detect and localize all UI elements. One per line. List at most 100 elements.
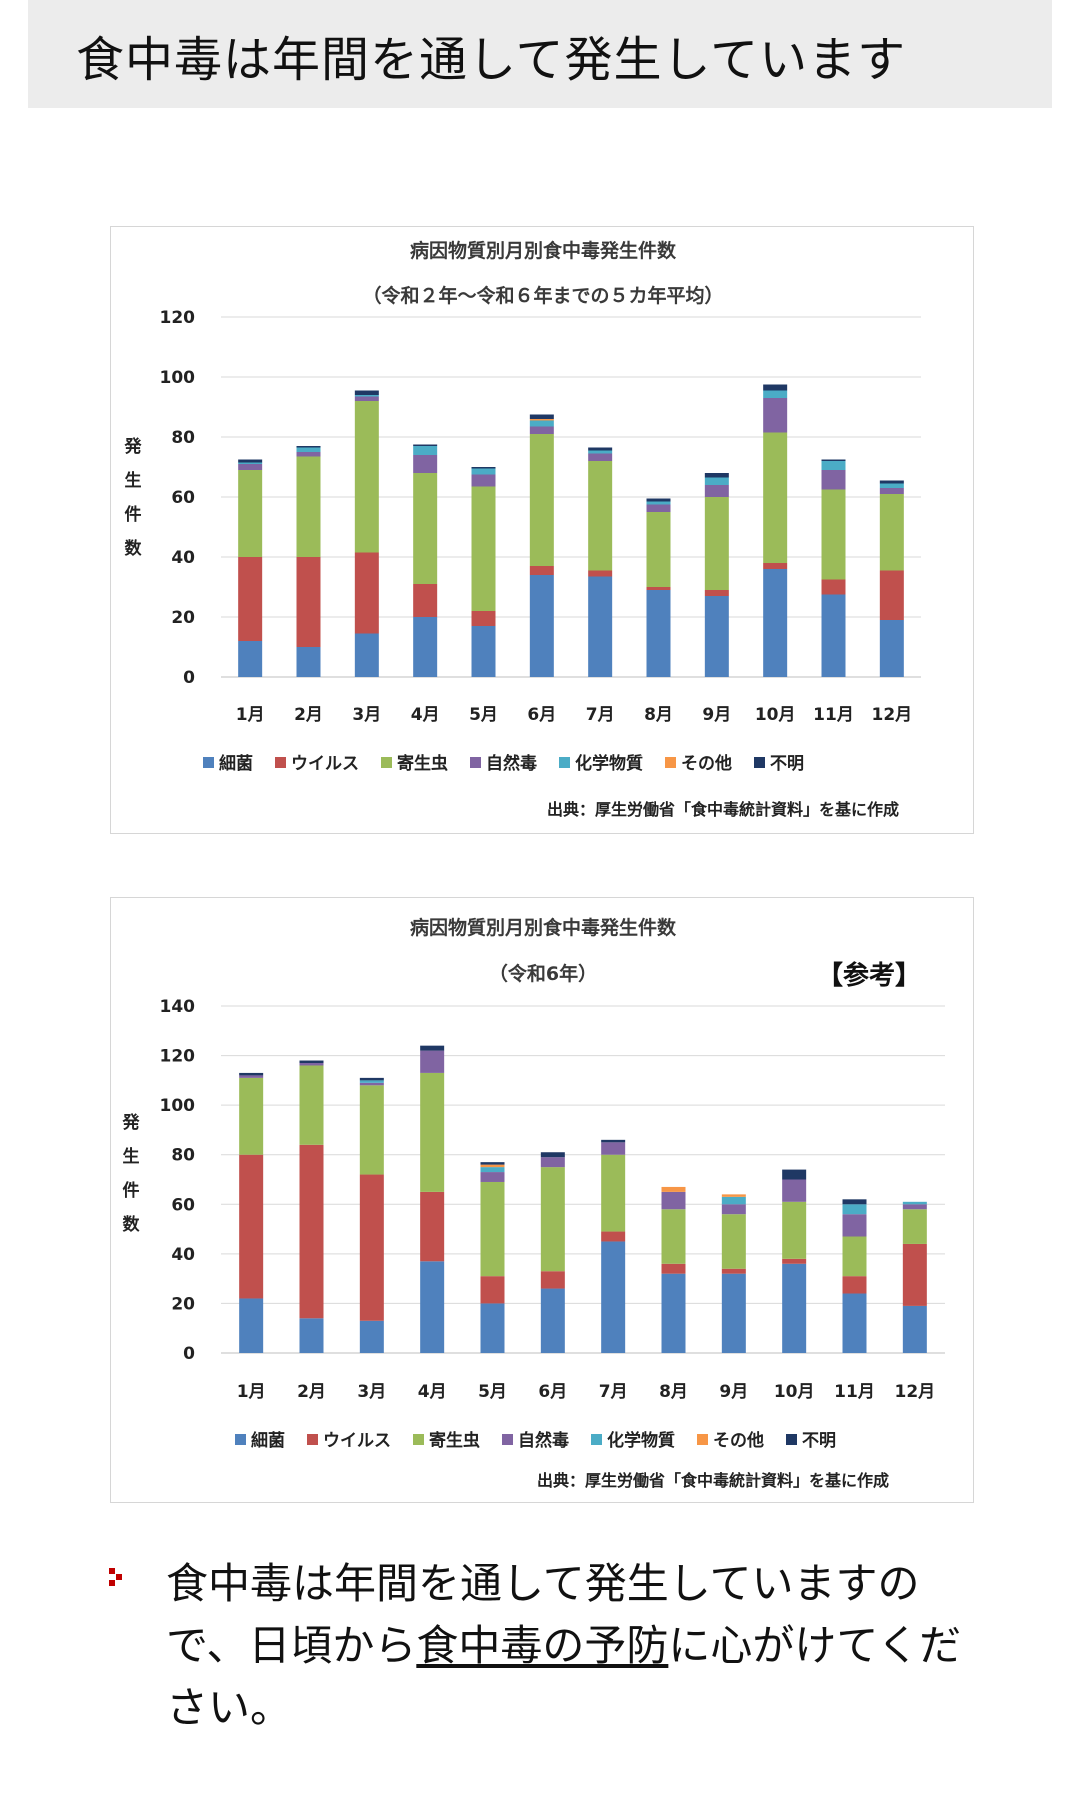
- note-text-after: に心がけてください。: [166, 1621, 962, 1732]
- chart-five-year-average: 病因物質別月別食中毒発生件数 （令和２年～令和６年までの５カ年平均） 発生件数 0 20…: [110, 226, 974, 834]
- y-tick-label: 60: [171, 488, 195, 508]
- bar-segment: [588, 453, 613, 461]
- x-tick-label: 2月: [294, 705, 323, 725]
- bar-segment: [359, 1082, 384, 1086]
- bar-segment: [354, 401, 379, 553]
- prevention-link[interactable]: 食中毒の予防: [416, 1621, 669, 1670]
- bar-segment: [529, 420, 554, 427]
- bar-segment: [239, 1154, 264, 1299]
- legend-swatch: [786, 1434, 797, 1445]
- chart-reiwa6-svg: 病因物質別月別食中毒発生件数 （令和6年） 【参考】発生件数 0 20 40 60 80 100…: [122, 916, 945, 1490]
- bar-segment: [299, 1065, 324, 1145]
- bar-segment: [420, 1050, 445, 1073]
- legend-label: 自然毒: [486, 753, 537, 774]
- x-tick-label: 10月: [774, 1382, 815, 1402]
- bar-segment: [296, 447, 321, 452]
- bar-segment: [413, 617, 438, 677]
- x-tick-label: 9月: [702, 705, 731, 725]
- bar-segment: [601, 1142, 626, 1155]
- legend-label: 細菌: [219, 753, 253, 774]
- bar-segment: [238, 462, 263, 464]
- chart-title: 病因物質別月別食中毒発生件数: [410, 239, 677, 262]
- legend-label: 自然毒: [518, 1430, 569, 1451]
- bar-segment: [601, 1139, 626, 1143]
- legend-swatch: [275, 757, 286, 768]
- bar-segment: [661, 1209, 686, 1264]
- x-tick-label: 8月: [659, 1382, 688, 1402]
- x-tick-label: 2月: [297, 1382, 326, 1402]
- bar-segment: [540, 1167, 565, 1272]
- y-axis-label-char: 数: [123, 1214, 141, 1235]
- bar-segment: [661, 1186, 686, 1192]
- bar-segment: [354, 633, 379, 677]
- bar-segment: [782, 1263, 807, 1353]
- y-axis-label-char: 件: [125, 504, 142, 525]
- bar-segment: [721, 1196, 746, 1205]
- bar-segment: [471, 611, 496, 626]
- legend-label: 化学物質: [575, 753, 643, 774]
- legend-swatch: [559, 757, 570, 768]
- x-tick-label: 12月: [871, 705, 912, 725]
- bar-segment: [588, 570, 613, 577]
- bar-segment: [354, 395, 379, 397]
- bar-segment: [704, 473, 729, 478]
- x-tick-label: 8月: [644, 705, 673, 725]
- source-note: 出典：厚生労働省「食中毒統計資料」を基に作成: [537, 1471, 889, 1490]
- bar-segment: [782, 1258, 807, 1264]
- y-tick-label: 120: [160, 1047, 196, 1067]
- reference-badge: 【参考】: [817, 960, 921, 991]
- legend-swatch: [591, 1434, 602, 1445]
- legend-swatch: [413, 1434, 424, 1445]
- bar-segment: [529, 419, 554, 421]
- bar-segment: [763, 432, 788, 563]
- bar-segment: [879, 480, 904, 484]
- bar-segment: [601, 1154, 626, 1232]
- legend-swatch: [665, 757, 676, 768]
- chart-title: 病因物質別月別食中毒発生件数: [410, 916, 677, 939]
- bar-segment: [529, 566, 554, 575]
- y-axis-label-char: 生: [125, 470, 142, 491]
- bar-segment: [842, 1236, 867, 1277]
- bar-segment: [480, 1162, 505, 1165]
- bar-segment: [413, 455, 438, 473]
- x-tick-label: 10月: [755, 705, 796, 725]
- bar-segment: [821, 579, 846, 595]
- bar-segment: [540, 1152, 565, 1158]
- bar-segment: [471, 468, 496, 475]
- bar-segment: [480, 1167, 505, 1173]
- bar-segment: [529, 434, 554, 566]
- y-axis-label-char: 件: [123, 1180, 140, 1201]
- x-tick-label: 1月: [236, 705, 265, 725]
- y-tick-label: 0: [183, 1344, 195, 1364]
- legend-label: その他: [681, 753, 732, 774]
- bar-segment: [704, 477, 729, 485]
- chart-subtitle: （令和２年～令和６年までの５カ年平均）: [362, 284, 723, 307]
- x-tick-label: 12月: [894, 1382, 935, 1402]
- bar-segment: [842, 1204, 867, 1215]
- bar-segment: [902, 1204, 927, 1210]
- bar-segment: [601, 1241, 626, 1353]
- bar-segment: [763, 390, 788, 398]
- x-tick-label: 5月: [478, 1382, 507, 1402]
- bar-segment: [420, 1045, 445, 1051]
- x-tick-label: 4月: [418, 1382, 447, 1402]
- bar-segment: [420, 1191, 445, 1262]
- x-tick-label: 6月: [538, 1382, 567, 1402]
- y-tick-label: 60: [171, 1195, 195, 1215]
- legend-label: 不明: [802, 1431, 836, 1451]
- bar-segment: [238, 459, 263, 463]
- bar-segment: [296, 452, 321, 457]
- page-title: 食中毒は年間を通して発生しています: [76, 32, 907, 88]
- bar-segment: [704, 497, 729, 590]
- bar-segment: [661, 1263, 686, 1274]
- x-tick-label: 9月: [719, 1382, 748, 1402]
- bar-segment: [529, 575, 554, 677]
- bar-segment: [721, 1194, 746, 1197]
- x-tick-label: 11月: [813, 705, 854, 725]
- legend-label: その他: [713, 1430, 764, 1451]
- bar-segment: [471, 467, 496, 469]
- bar-segment: [646, 512, 671, 587]
- bar-segment: [842, 1199, 867, 1205]
- legend-label: ウイルス: [323, 1431, 391, 1451]
- bar-segment: [646, 501, 671, 505]
